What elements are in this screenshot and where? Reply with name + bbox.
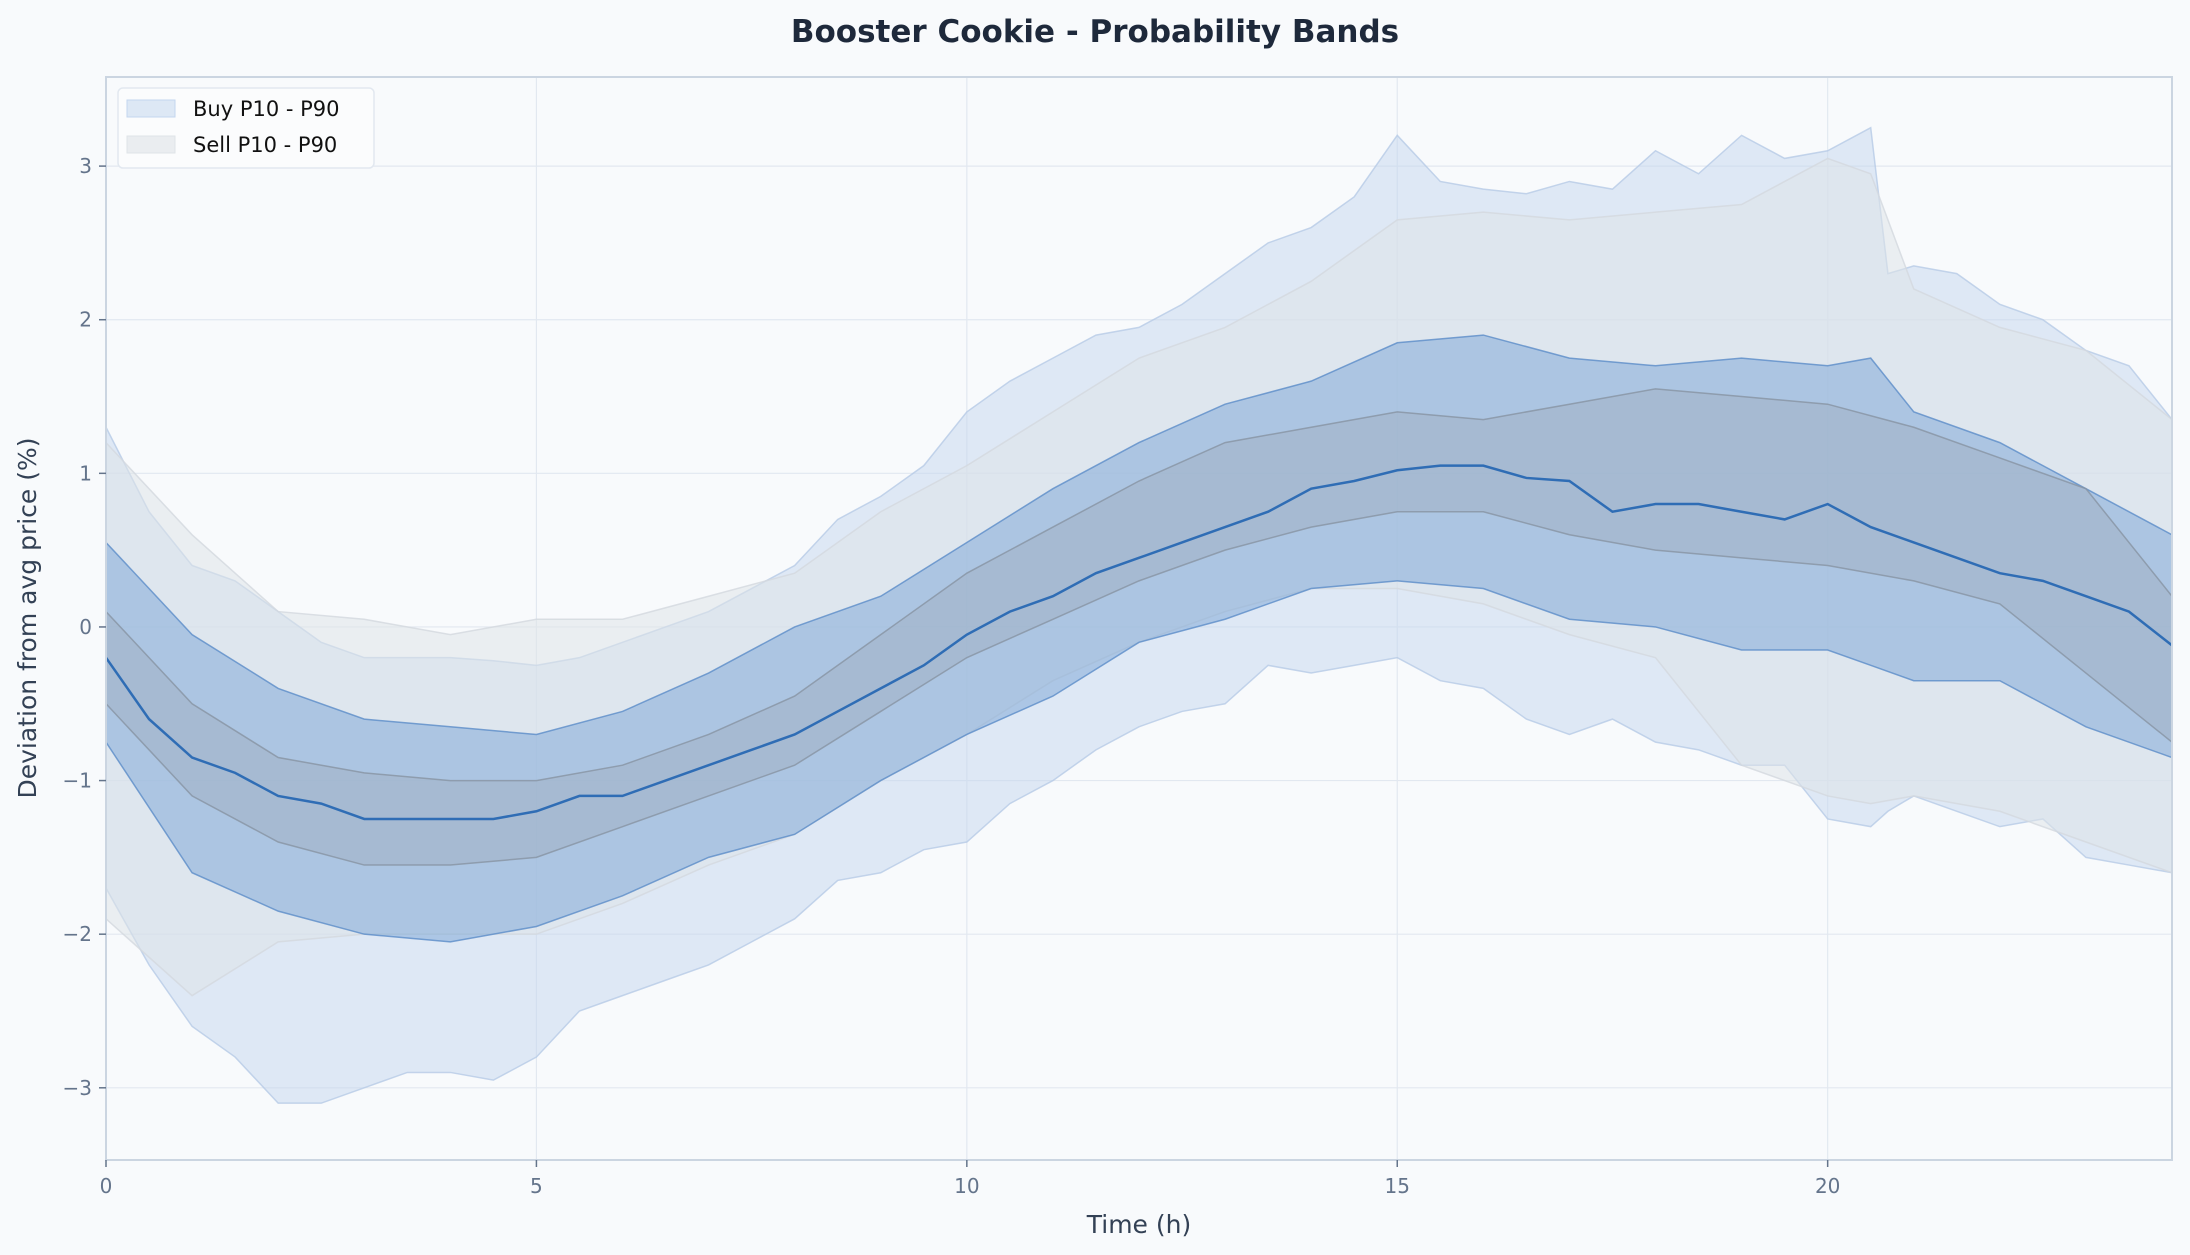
y-tick-label: −2 <box>63 922 92 946</box>
x-axis-label: Time (h) <box>1086 1210 1191 1239</box>
chart-title: Booster Cookie - Probability Bands <box>791 14 1399 50</box>
x-tick-label: 20 <box>1815 1174 1840 1198</box>
legend-label-sell: Sell P10 - P90 <box>193 133 337 157</box>
x-tick-label: 0 <box>100 1174 113 1198</box>
x-tick-label: 5 <box>530 1174 543 1198</box>
legend: Buy P10 - P90 Sell P10 - P90 <box>117 87 375 169</box>
y-tick-label: −3 <box>63 1076 92 1100</box>
axis-ticks: 0 5 10 15 20 −3 −2 −1 0 1 2 3 <box>63 154 1841 1198</box>
y-axis-label: Deviation from avg price (%) <box>13 437 42 798</box>
bands <box>105 126 2173 1104</box>
y-tick-label: −1 <box>63 769 92 793</box>
y-tick-label: 0 <box>79 615 92 639</box>
x-tick-label: 10 <box>954 1174 979 1198</box>
y-tick-label: 3 <box>79 154 92 178</box>
legend-label-buy: Buy P10 - P90 <box>193 97 340 121</box>
lines <box>104 464 2173 821</box>
y-tick-label: 2 <box>79 308 92 332</box>
x-tick-label: 15 <box>1385 1174 1410 1198</box>
line-buy-median <box>104 464 2173 821</box>
legend-box <box>117 87 375 169</box>
y-tick-label: 1 <box>79 461 92 485</box>
legend-swatch-buy <box>126 99 176 118</box>
legend-swatch-sell <box>126 135 176 154</box>
plot-frame <box>105 76 2173 1161</box>
